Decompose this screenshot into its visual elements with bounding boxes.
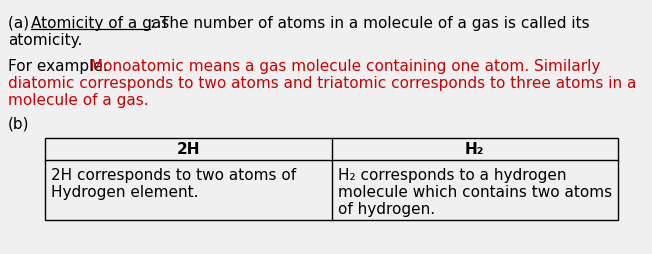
Text: of hydrogen.: of hydrogen. bbox=[338, 201, 435, 216]
Text: H₂: H₂ bbox=[465, 142, 484, 157]
Text: diatomic corresponds to two atoms and triatomic corresponds to three atoms in a: diatomic corresponds to two atoms and tr… bbox=[8, 76, 636, 91]
Text: : The number of atoms in a molecule of a gas is called its: : The number of atoms in a molecule of a… bbox=[150, 16, 589, 31]
Text: H₂ corresponds to a hydrogen: H₂ corresponds to a hydrogen bbox=[338, 167, 566, 182]
Text: Monoatomic means a gas molecule containing one atom. Similarly: Monoatomic means a gas molecule containi… bbox=[90, 59, 600, 74]
Text: For example:: For example: bbox=[8, 59, 113, 74]
Text: 2H: 2H bbox=[177, 142, 200, 157]
Text: (a): (a) bbox=[8, 16, 34, 31]
Text: Atomicity of a gas: Atomicity of a gas bbox=[31, 16, 170, 31]
Text: molecule of a gas.: molecule of a gas. bbox=[8, 93, 149, 108]
Text: atomicity.: atomicity. bbox=[8, 33, 82, 48]
Text: Hydrogen element.: Hydrogen element. bbox=[51, 184, 198, 199]
Text: molecule which contains two atoms: molecule which contains two atoms bbox=[338, 184, 612, 199]
Text: 2H corresponds to two atoms of: 2H corresponds to two atoms of bbox=[51, 167, 296, 182]
Text: (b): (b) bbox=[8, 117, 29, 132]
